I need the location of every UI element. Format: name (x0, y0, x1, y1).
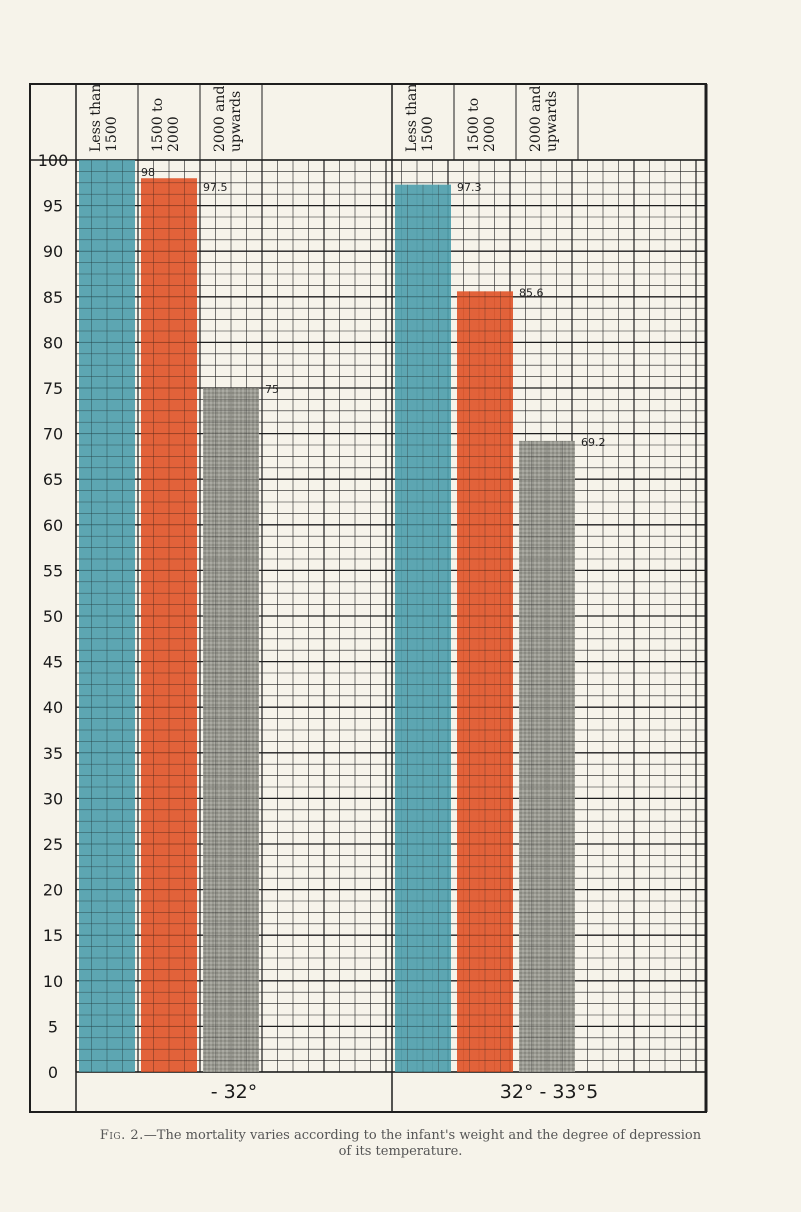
y-tick-label: 45 (43, 653, 63, 672)
category-label: 1500 to (466, 98, 482, 152)
y-tick-label: 20 (43, 881, 63, 900)
value-label: 75 (265, 383, 279, 396)
value-label: 69.2 (581, 436, 606, 449)
category-label: 2000 and (212, 86, 228, 152)
y-tick-label: 70 (43, 425, 63, 444)
category-label: 2000 (482, 116, 498, 152)
category-label: 1500 (420, 116, 436, 152)
value-label: 97.5 (203, 181, 228, 194)
caption-text: —The mortality varies according to the i… (143, 1128, 702, 1143)
category-label: Less than (404, 84, 420, 152)
y-tick-label: 90 (43, 242, 63, 261)
category-label: 2000 (166, 116, 182, 152)
value-label: 97.3 (457, 181, 482, 194)
category-label: 1500 to (150, 98, 166, 152)
y-tick-label: 35 (43, 744, 63, 763)
y-tick-label: 50 (43, 607, 63, 626)
y-tick-label: 15 (43, 926, 63, 945)
category-label: upwards (544, 91, 560, 152)
chart: 9897.57597.385.669.210095908580757065605… (29, 83, 708, 1113)
y-tick-label: 30 (43, 789, 63, 808)
category-label: 2000 and (528, 86, 544, 152)
category-label: 1500 (104, 116, 120, 152)
y-tick-label: 95 (43, 197, 63, 216)
y-tick-label: 75 (43, 379, 63, 398)
figure-caption: Fig. 2.—The mortality varies according t… (0, 1128, 801, 1160)
y-tick-label: 80 (43, 333, 63, 352)
value-label: 85.6 (519, 286, 544, 299)
category-label: Less than (88, 84, 104, 152)
y-tick-label: 65 (43, 470, 63, 489)
value-label: 98 (141, 166, 155, 179)
caption-text-line2: of its temperature. (338, 1144, 463, 1159)
category-label: upwards (228, 91, 244, 152)
y-tick-label: 55 (43, 561, 63, 580)
y-tick-label: 60 (43, 516, 63, 535)
y-tick-label: 40 (43, 698, 63, 717)
y-tick-label: 5 (48, 1017, 58, 1036)
y-tick-label: 0 (48, 1063, 58, 1082)
y-tick-label: 85 (43, 288, 63, 307)
y-tick-label: 10 (43, 972, 63, 991)
group-label: 32° - 33°5 (500, 1081, 598, 1103)
group-label: - 32° (211, 1081, 258, 1103)
figure-label: Fig. 2. (99, 1128, 144, 1143)
y-tick-label: 100 (38, 151, 69, 170)
y-tick-label: 25 (43, 835, 63, 854)
